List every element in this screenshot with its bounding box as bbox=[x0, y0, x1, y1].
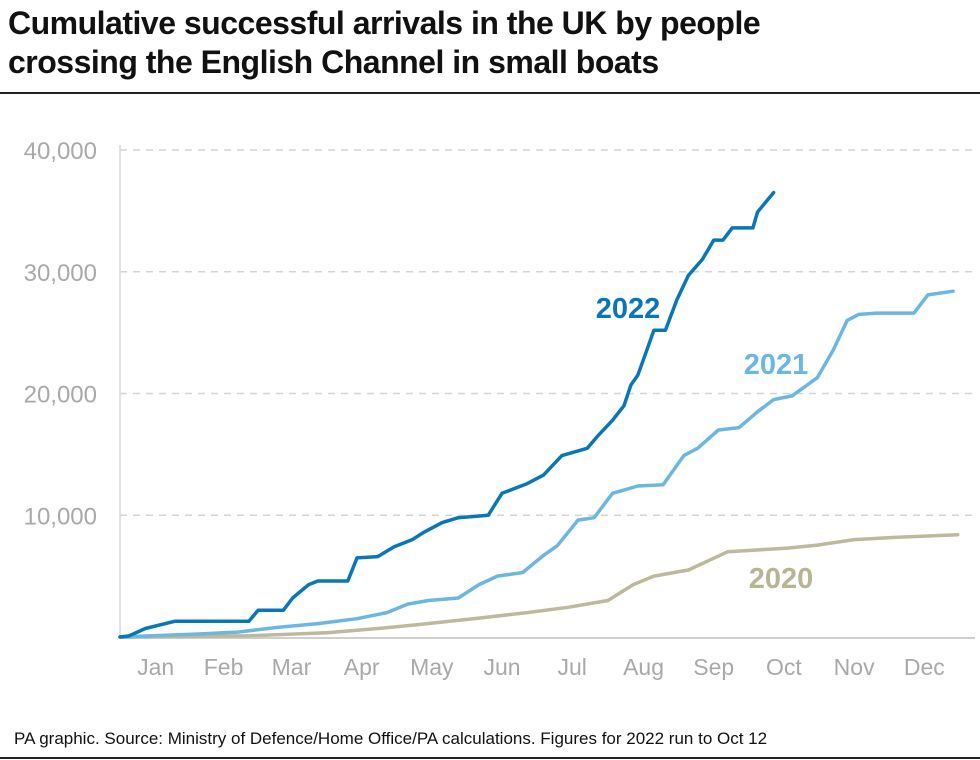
series-label-2021: 2021 bbox=[744, 349, 809, 381]
line-chart: 40,000 30,000 20,000 10,000 Jan Feb Mar Apr May J… bbox=[24, 138, 975, 680]
series-line-2020 bbox=[118, 532, 960, 639]
x-tick-label: Dec bbox=[904, 654, 945, 680]
source-footer: PA graphic. Source: Ministry of Defence/… bbox=[14, 729, 768, 748]
x-tick-label: Apr bbox=[344, 654, 380, 680]
x-tick-label: Jan bbox=[137, 654, 174, 680]
x-tick-label: Jun bbox=[483, 654, 520, 680]
series-line-2021 bbox=[118, 289, 955, 639]
y-tick-label: 30,000 bbox=[24, 260, 97, 287]
x-tick-label: Mar bbox=[272, 654, 312, 680]
x-tick-label: Jul bbox=[558, 654, 587, 680]
title-line-1: Cumulative successful arrivals in the UK… bbox=[8, 5, 761, 41]
y-tick-label: 40,000 bbox=[24, 138, 97, 165]
bottom-divider bbox=[0, 757, 980, 759]
y-tick-label: 20,000 bbox=[24, 382, 97, 409]
x-tick-label: Oct bbox=[766, 654, 802, 680]
title-divider bbox=[0, 92, 980, 94]
x-tick-label: Feb bbox=[204, 654, 244, 680]
x-tick-label: Sep bbox=[693, 654, 734, 680]
title-line-2: crossing the English Channel in small bo… bbox=[8, 44, 659, 80]
x-tick-label: May bbox=[410, 654, 454, 680]
series-line-2022 bbox=[118, 190, 776, 639]
series-label-2020: 2020 bbox=[749, 563, 814, 595]
chart-title: Cumulative successful arrivals in the UK… bbox=[8, 4, 761, 82]
x-tick-label: Aug bbox=[623, 654, 664, 680]
x-tick-label: Nov bbox=[834, 654, 875, 680]
series-label-2022: 2022 bbox=[596, 293, 661, 325]
y-tick-label: 10,000 bbox=[24, 503, 97, 530]
